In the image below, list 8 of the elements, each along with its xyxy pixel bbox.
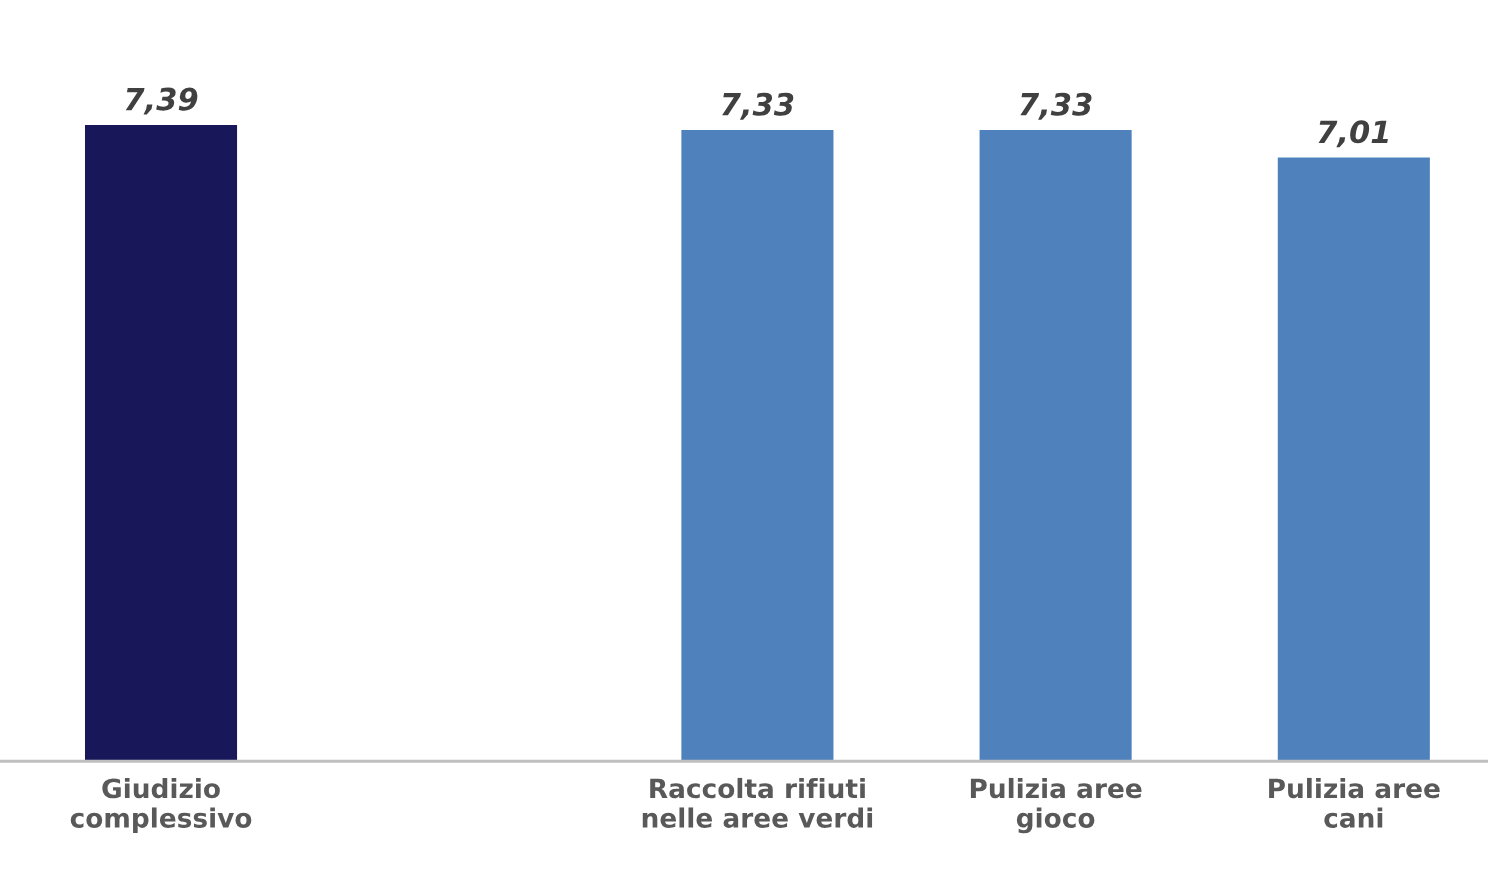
data-label: 7,33 [722,92,794,120]
data-label: 7,01 [1318,120,1388,148]
x-tick-label: Giudizio complessivo [70,777,252,834]
x-tick-label: Pulizia aree cani [1269,777,1440,828]
data-label: 7,33 [1020,92,1092,120]
x-tick-label: Pulizia aree gioco [970,777,1142,834]
data-label: 7,39 [125,87,198,115]
x-tick-label: Raccolta rifiuti nelle aree verdi [642,777,873,828]
